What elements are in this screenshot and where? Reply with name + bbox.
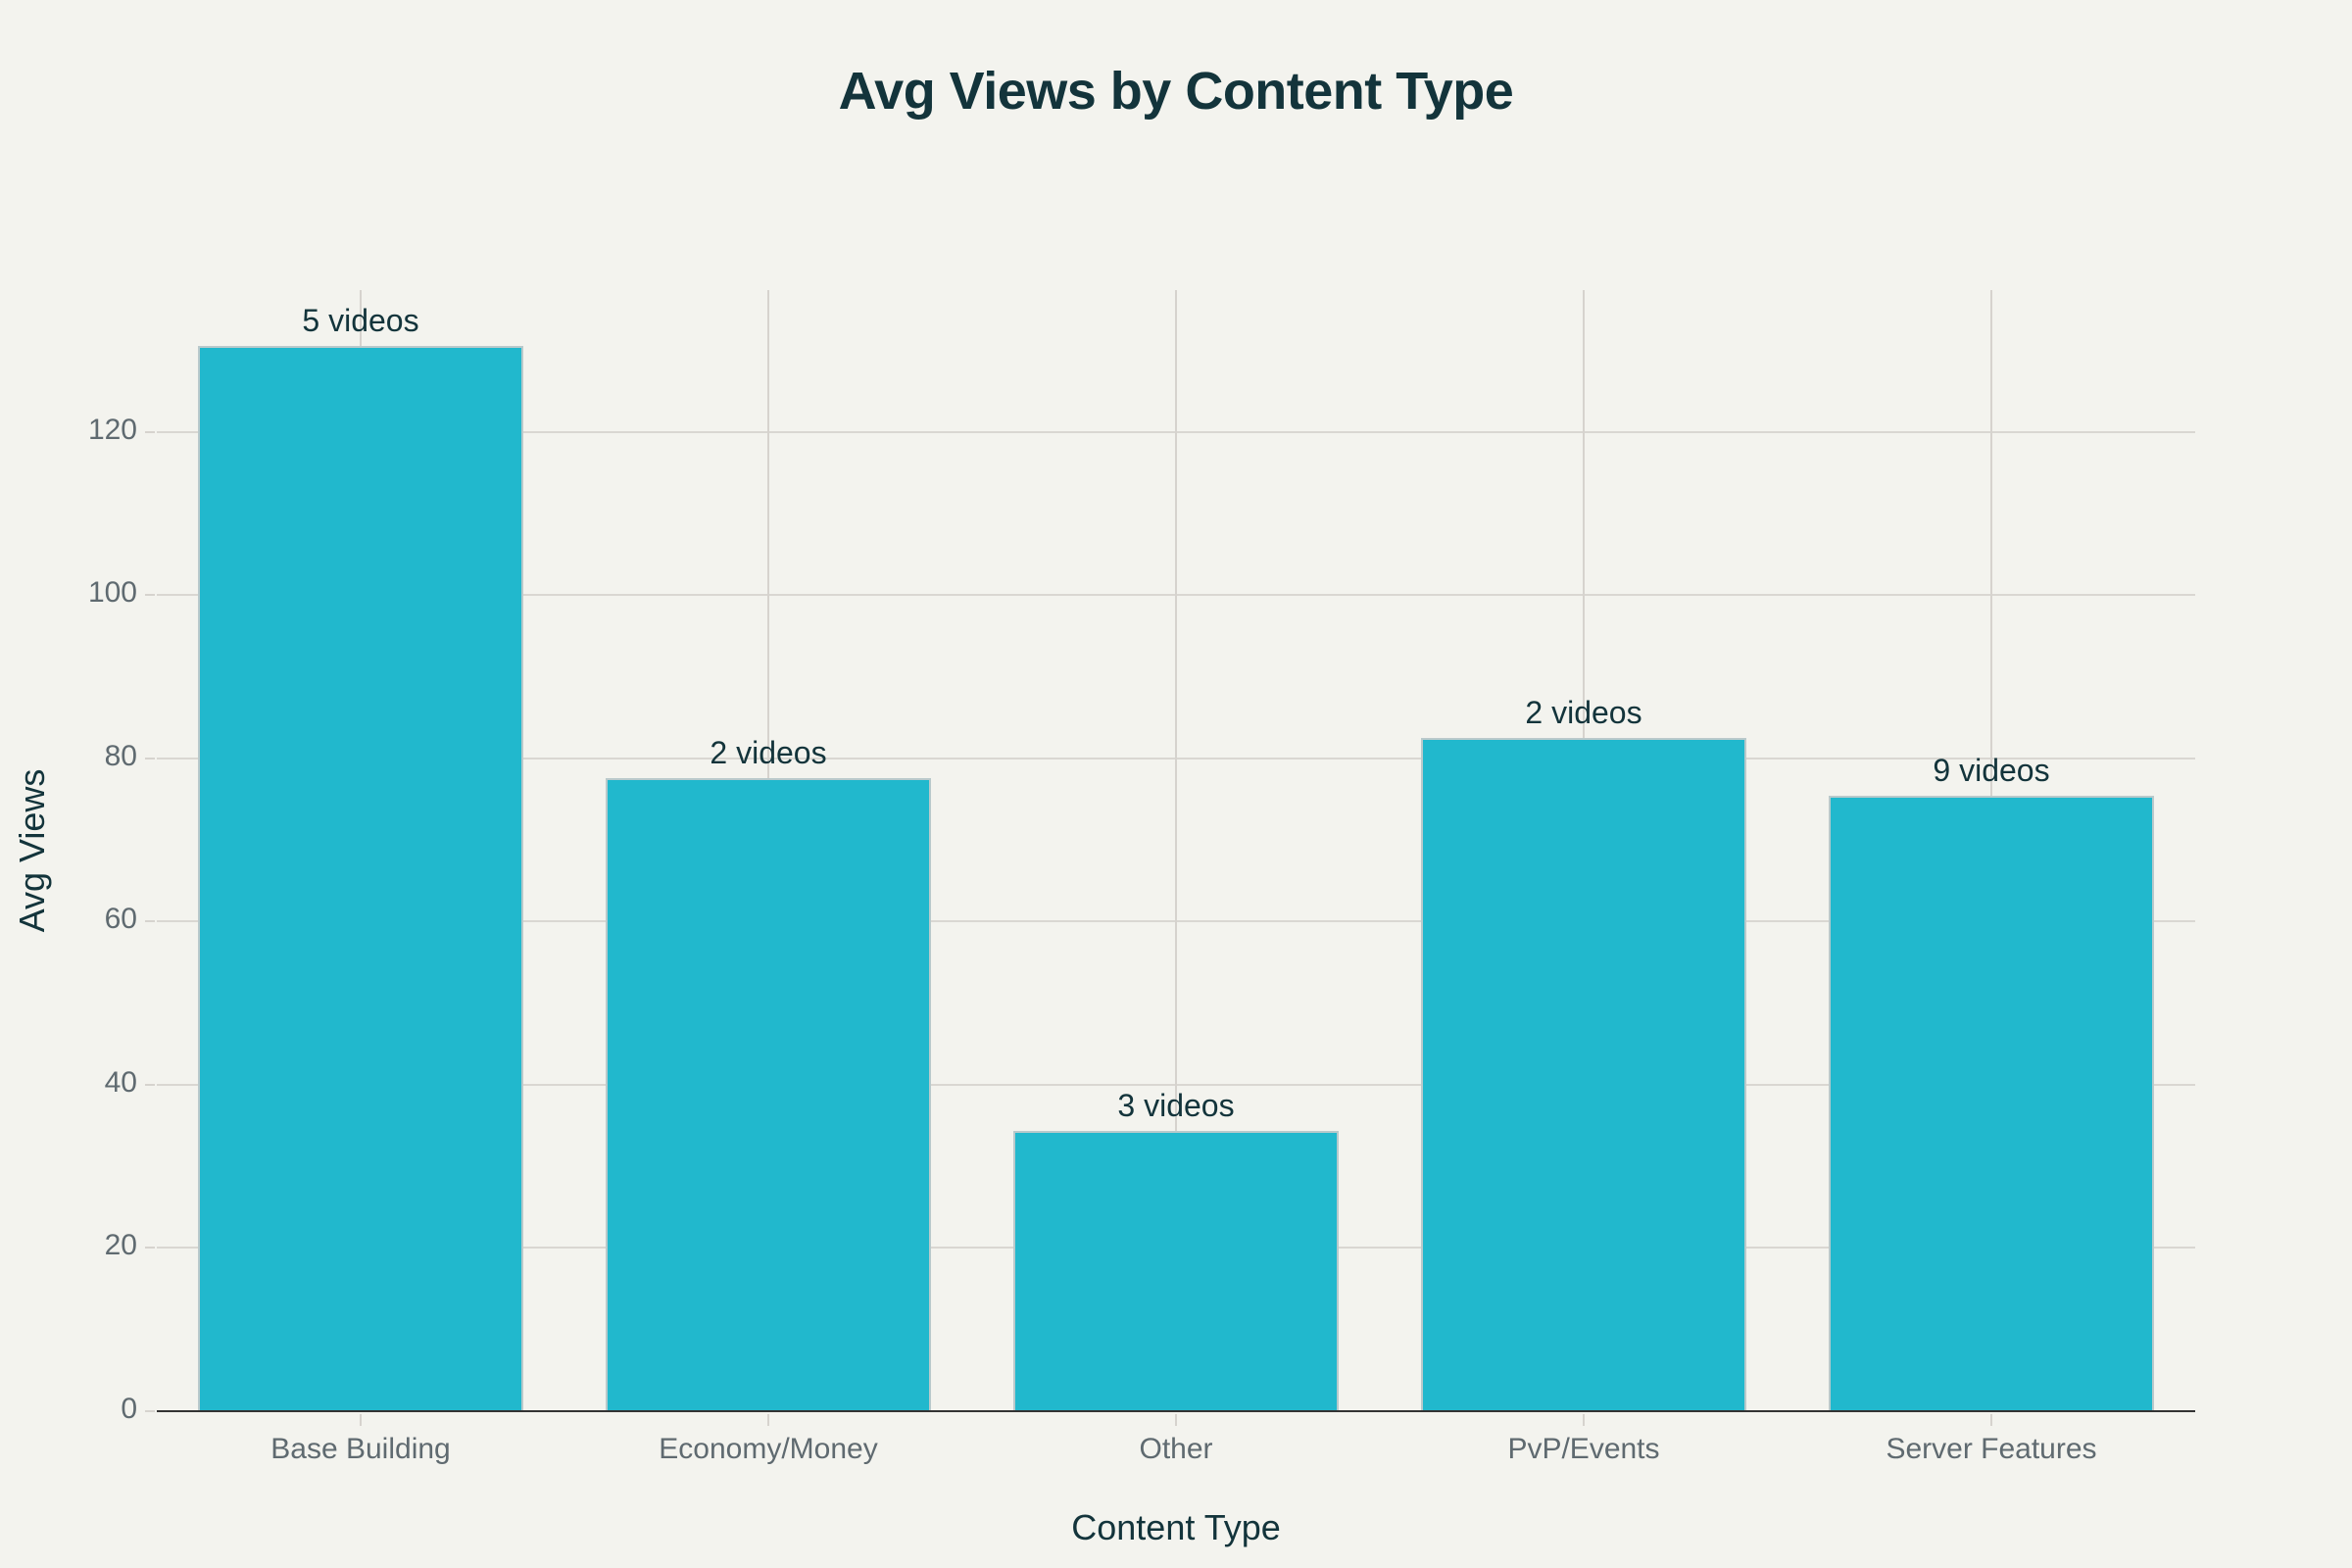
y-tick-label: 80 [104, 739, 137, 772]
x-tick-mark [360, 1414, 362, 1426]
x-tick-label: Economy/Money [659, 1433, 878, 1465]
y-tick-label: 40 [104, 1065, 137, 1099]
bar-data-label: 9 videos [1933, 753, 2050, 789]
chart-title: Avg Views by Content Type [838, 62, 1514, 121]
bar-data-label: 3 videos [1117, 1087, 1235, 1123]
y-tick-label: 100 [87, 576, 137, 610]
y-tick-label: 20 [104, 1229, 137, 1262]
y-tick-mark [145, 920, 155, 923]
bar-server-features[interactable] [1828, 796, 2155, 1411]
x-tick-label: Base Building [270, 1433, 451, 1465]
bar-economy-money[interactable] [605, 777, 932, 1411]
x-tick-label: Server Features [1886, 1433, 2097, 1465]
y-tick-mark [145, 1410, 155, 1412]
y-tick-mark [145, 594, 155, 597]
x-tick-label: Other [1139, 1433, 1213, 1465]
bar-other[interactable] [1012, 1130, 1340, 1411]
bar-data-label: 5 videos [302, 302, 419, 338]
bar-base-building[interactable] [197, 345, 524, 1411]
y-tick-label: 60 [104, 903, 137, 936]
y-tick-mark [145, 757, 155, 760]
y-tick-label: 120 [87, 413, 137, 446]
x-tick-mark [767, 1414, 769, 1426]
x-tick-mark [1990, 1414, 1992, 1426]
plot-area: 5 videos 2 videos 3 videos 2 videos 9 videos [157, 290, 2195, 1411]
x-axis-title: Content Type [1071, 1507, 1281, 1547]
x-tick-mark [1583, 1414, 1585, 1426]
x-tick-label: PvP/Events [1507, 1433, 1660, 1465]
x-tick-mark [1175, 1414, 1177, 1426]
y-tick-mark [145, 430, 155, 433]
x-axis-line [157, 1410, 2195, 1412]
y-tick-mark [145, 1083, 155, 1086]
bar-data-label: 2 videos [1525, 695, 1642, 731]
bar-data-label: 2 videos [710, 734, 827, 770]
y-tick-label: 0 [121, 1393, 137, 1425]
bar-pvp-events[interactable] [1420, 738, 1747, 1411]
gridline-vertical [1175, 290, 1177, 1411]
y-tick-mark [145, 1247, 155, 1250]
